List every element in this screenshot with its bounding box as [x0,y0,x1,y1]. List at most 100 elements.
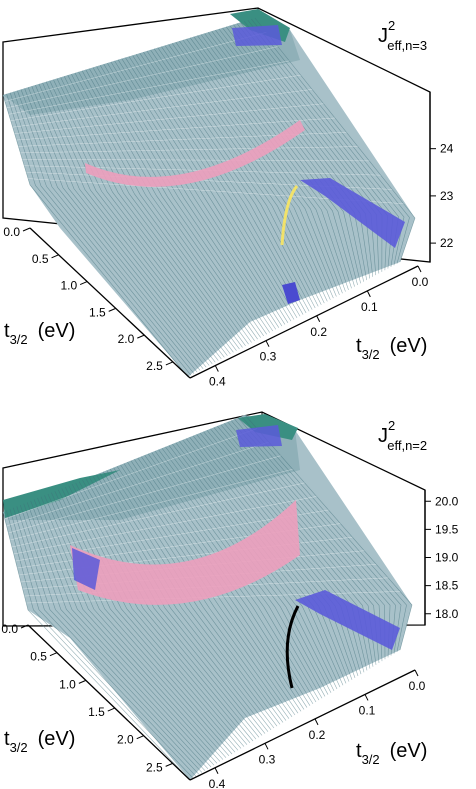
x-tick-label: 1.0 [60,279,77,293]
mesh-line [207,32,361,284]
mesh-line [134,459,305,710]
mesh-line [74,72,249,345]
mesh-line [2,94,189,378]
bottom-jump-ridge [295,590,400,650]
mesh-line [137,457,308,708]
mesh-line [139,53,304,315]
mesh-line [4,428,258,520]
mesh-line [75,482,254,742]
y-tick-label: 0.2 [310,325,327,339]
y-tick-label: 0.3 [259,752,276,766]
y-tick-mark [214,365,219,372]
mesh-line [161,448,329,695]
bottom-x-ticks: 0.0 0.5 1.0 1.5 2.0 2.5 [1,622,173,774]
bottom-y-label: t3/2 (eV) [356,740,427,767]
mesh-line [33,499,218,764]
bottom-jump-left [72,548,100,590]
bottom-x-label: t3/2 (eV) [4,728,75,755]
mesh-line [135,54,301,317]
x-tick-mark [108,307,116,312]
mesh-line [4,32,267,102]
x-tick-mark [22,227,31,232]
z-tick-label: 23 [440,189,454,203]
mesh-line [247,20,405,266]
mesh-line [9,509,197,777]
mesh-line [12,89,313,128]
mesh-line [82,479,260,738]
y-tick-mark [316,315,321,323]
mesh-line [49,80,228,356]
mesh-line [38,83,219,361]
mesh-line [13,507,200,775]
mesh-line [10,74,301,121]
mesh-line [175,42,334,299]
mesh-line [17,90,201,371]
mesh-line [128,56,295,320]
mesh-line [107,62,277,330]
x-tick-label: 0.5 [30,650,47,664]
mesh-line [147,453,317,703]
mesh-line [20,504,206,771]
mesh-line [243,21,399,267]
top-x-axis [29,227,191,379]
bottom-y-axis [189,669,416,781]
mesh-line [158,449,326,697]
bottom-surface [2,414,413,781]
top-band [85,120,305,187]
y-tick-mark [214,767,219,775]
y-tick-mark [414,669,419,677]
mesh-line [68,485,248,745]
mesh-line [125,57,292,322]
mesh-line [244,414,413,651]
z-tick-label: 18.0 [435,607,459,621]
mesh-line [99,65,271,333]
top-x-ticks: 0.0 0.5 1.0 1.5 2.0 2.5 [3,225,174,373]
mesh-line [2,511,191,781]
bottom-x-axis [27,624,191,781]
mesh-line [67,75,243,348]
mesh-line [146,50,310,312]
y-tick-label: 0.3 [260,350,277,364]
mesh-line [123,463,296,716]
mesh-line [31,86,213,365]
bottom-y-ticks: 0.0 0.1 0.2 0.3 0.4 [209,669,426,789]
mesh-line [60,77,237,351]
mesh-line [161,46,322,305]
mesh-line [23,503,209,770]
y-tick-mark [265,340,270,347]
mesh-line [56,78,234,353]
z-tick-label: 19.5 [435,522,459,536]
mesh-line [6,510,194,779]
mesh-line [168,445,335,691]
mesh-line [121,58,289,323]
mesh-line [85,69,258,340]
mesh-line [189,37,346,292]
bottom-black-arc [285,605,300,689]
mesh-line [14,103,324,134]
mesh-line [157,47,319,307]
x-tick-label: 0.5 [32,252,49,266]
mesh-line [153,48,316,309]
mesh-line [13,91,198,373]
x-tick-label: 0.0 [3,225,20,239]
x-tick-label: 1.5 [89,305,106,319]
x-tick-mark [137,334,145,339]
x-tick-label: 2.0 [117,733,134,747]
x-tick-mark [165,361,174,366]
mesh-line [92,475,269,732]
x-tick-mark [79,281,88,286]
mesh-line [54,491,236,753]
mesh-line [51,492,233,755]
mesh-line [92,67,264,337]
y-tick-label: 0.1 [359,703,376,717]
y-tick-label: 0.2 [309,728,326,742]
mesh-line [154,450,323,699]
x-tick-mark [107,707,115,712]
mesh-line [53,79,231,355]
mesh-line [27,87,210,366]
y-tick-mark [364,694,369,701]
top-z-label: J2 eff,n=3 [378,18,427,53]
mesh-line [9,92,195,374]
top-z-ticks: 22 23 24 [430,142,454,250]
